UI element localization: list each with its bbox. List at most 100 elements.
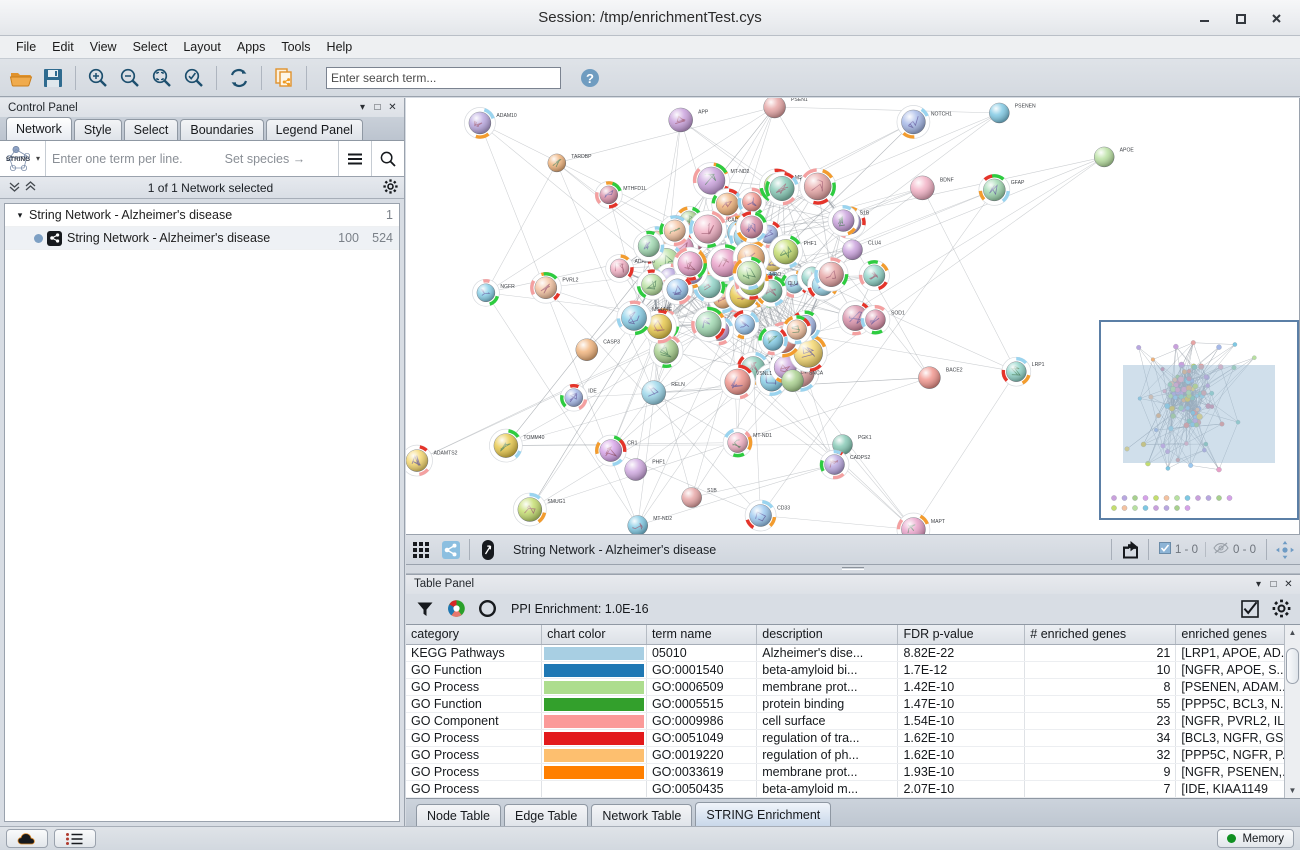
network-node[interactable] xyxy=(547,153,567,173)
network-node[interactable] xyxy=(1001,356,1032,387)
network-node[interactable] xyxy=(711,188,744,221)
tab-legend-panel[interactable]: Legend Panel xyxy=(265,119,363,140)
network-node[interactable] xyxy=(978,174,1011,206)
scroll-up-icon[interactable]: ▲ xyxy=(1288,627,1297,637)
network-node[interactable] xyxy=(575,338,599,361)
network-node[interactable] xyxy=(688,210,727,249)
close-icon[interactable]: ✕ xyxy=(388,102,397,113)
close-icon[interactable]: ✕ xyxy=(1284,578,1293,590)
string-network-icon[interactable] xyxy=(436,535,466,564)
network-node[interactable] xyxy=(730,309,760,340)
export-image-icon[interactable] xyxy=(1115,535,1145,564)
float-panel-icon[interactable]: □ xyxy=(374,102,381,113)
zoom-in-icon[interactable] xyxy=(83,63,113,93)
tree-row[interactable]: String Network - Alzheimer's disease 100… xyxy=(5,227,399,250)
maximize-button[interactable] xyxy=(1222,3,1258,33)
selected-nodes-count[interactable]: 1 - 0 xyxy=(1152,535,1205,564)
tab-network[interactable]: Network xyxy=(6,117,72,140)
network-node[interactable] xyxy=(659,215,691,247)
network-node[interactable] xyxy=(896,105,931,139)
network-node[interactable] xyxy=(832,434,853,455)
network-node[interactable] xyxy=(744,499,777,532)
gear-icon[interactable] xyxy=(383,178,398,197)
network-node[interactable] xyxy=(594,434,627,467)
menu-help[interactable]: Help xyxy=(326,40,353,54)
tab-boundaries[interactable]: Boundaries xyxy=(180,119,264,140)
expand-icon[interactable]: ▾ xyxy=(17,209,23,220)
tab-edge-table[interactable]: Edge Table xyxy=(504,804,589,826)
column-header-enriched-count[interactable]: # enriched genes xyxy=(1024,624,1177,645)
network-node[interactable] xyxy=(616,300,652,336)
tab-select[interactable]: Select xyxy=(123,119,179,140)
chevron-down-icon[interactable]: ▾ xyxy=(1255,578,1262,590)
network-node[interactable] xyxy=(489,428,523,463)
table-row[interactable]: GO Process GO:0050435 beta-amyloid m... 2.0… xyxy=(406,780,1300,798)
network-node[interactable] xyxy=(896,512,931,535)
network-node[interactable] xyxy=(858,260,890,292)
network-node[interactable] xyxy=(918,366,941,389)
network-node[interactable] xyxy=(642,309,677,344)
table-row[interactable]: GO Component GO:0009986 cell surface 1.54E-… xyxy=(406,712,1300,730)
chevron-down-icon[interactable]: ▾ xyxy=(359,102,366,113)
network-node[interactable] xyxy=(1093,146,1115,168)
network-node[interactable] xyxy=(559,383,588,412)
network-node[interactable] xyxy=(722,427,753,458)
network-node[interactable] xyxy=(758,325,788,356)
close-button[interactable] xyxy=(1258,3,1294,33)
enrichment-table-container[interactable]: category chart color term name descripti… xyxy=(406,623,1300,798)
table-row[interactable]: GO Process GO:0033619 membrane prot... 1.93… xyxy=(406,763,1300,781)
birds-eye-view[interactable] xyxy=(1099,319,1299,520)
checkbox-checked-icon[interactable] xyxy=(1239,598,1261,620)
network-node[interactable] xyxy=(814,257,849,292)
network-node[interactable] xyxy=(842,239,863,261)
enrichment-table-body[interactable]: KEGG Pathways 05010 Alzheimer's dise... 8.8… xyxy=(406,644,1300,798)
menu-layout[interactable]: Layout xyxy=(183,40,221,54)
open-folder-icon[interactable] xyxy=(6,63,36,93)
string-logo-dropdown[interactable]: STRING ▾ xyxy=(0,141,46,176)
float-panel-icon[interactable]: □ xyxy=(1270,578,1277,590)
network-node[interactable] xyxy=(989,102,1010,124)
network-graph-canvas[interactable]: MT-ND2HS1BCL3MS4A4APICALMADAM10PSEN1GFAP… xyxy=(406,98,1299,535)
table-scrollbar[interactable]: ▲ ▼ xyxy=(1284,624,1300,798)
table-row[interactable]: GO Process GO:0051049 regulation of tra...… xyxy=(406,729,1300,747)
pie-chart-icon[interactable] xyxy=(445,598,467,620)
expand-all-icon[interactable] xyxy=(22,180,38,195)
network-tree[interactable]: ▾ String Network - Alzheimer's disease 1… xyxy=(4,203,400,822)
network-node[interactable] xyxy=(668,107,693,133)
network-node[interactable] xyxy=(624,458,647,481)
column-header-description[interactable]: description xyxy=(756,624,899,645)
enrichment-table[interactable]: category chart color term name descripti… xyxy=(406,624,1300,798)
table-row[interactable]: GO Process GO:0019220 regulation of ph... 1… xyxy=(406,746,1300,764)
network-node[interactable] xyxy=(513,492,547,527)
zoom-fit-icon[interactable] xyxy=(147,63,177,93)
network-node[interactable] xyxy=(719,364,756,400)
collapse-all-icon[interactable] xyxy=(6,181,22,195)
network-node[interactable] xyxy=(819,449,850,480)
network-node[interactable] xyxy=(636,269,668,301)
network-node[interactable] xyxy=(627,515,648,535)
network-node[interactable] xyxy=(768,234,803,269)
tab-string-enrichment[interactable]: STRING Enrichment xyxy=(695,802,832,826)
network-node[interactable] xyxy=(530,271,562,304)
zoom-out-icon[interactable] xyxy=(115,63,145,93)
network-node[interactable] xyxy=(594,181,623,209)
search-input[interactable] xyxy=(326,66,561,89)
network-node[interactable] xyxy=(641,380,666,405)
zoom-selected-icon[interactable] xyxy=(179,63,209,93)
column-header-chart-color[interactable]: chart color xyxy=(541,624,647,645)
network-node[interactable] xyxy=(472,278,500,307)
gear-icon[interactable] xyxy=(1270,598,1292,620)
network-node[interactable] xyxy=(732,256,767,290)
minimize-button[interactable] xyxy=(1186,3,1222,33)
refresh-icon[interactable] xyxy=(224,63,254,93)
memory-status-button[interactable]: Memory xyxy=(1217,829,1294,848)
birds-eye-viewport[interactable] xyxy=(1122,364,1276,463)
menu-tools[interactable]: Tools xyxy=(281,40,311,54)
table-row[interactable]: GO Function GO:0001540 beta-amyloid bi... 1… xyxy=(406,661,1300,679)
network-node[interactable] xyxy=(910,175,935,201)
help-question-icon[interactable]: ? xyxy=(575,63,605,93)
tab-network-table[interactable]: Network Table xyxy=(591,804,693,826)
tab-node-table[interactable]: Node Table xyxy=(416,804,502,826)
hamburger-menu-icon[interactable] xyxy=(338,141,371,176)
annotation-icon[interactable] xyxy=(473,535,503,564)
